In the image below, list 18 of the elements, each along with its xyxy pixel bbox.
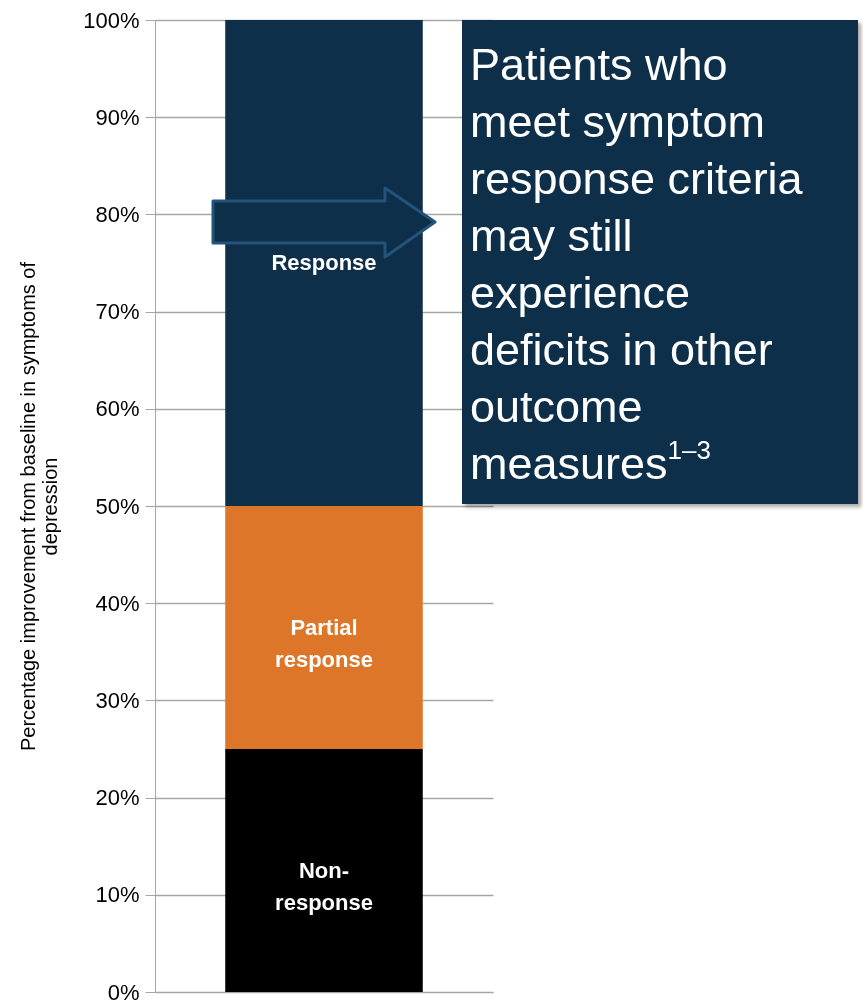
bar [225,506,423,749]
y-tick-label: 10% [95,882,140,908]
y-tick-label: 20% [95,785,140,811]
bar [225,749,423,992]
series-label: Non-response [275,857,373,915]
y-tick-label: 50% [95,493,140,519]
y-tick-label: 40% [95,590,140,616]
y-tick-label: 100% [83,7,140,33]
series-label: Response [271,250,377,275]
y-tick-label: 60% [95,396,140,422]
y-axis-title: Percentage improvement from baseline in symptoms of depression [17,261,62,752]
y-tick-label: 80% [95,201,140,227]
y-tick-label: 0% [107,979,140,1001]
y-tick-label: 30% [95,687,140,713]
y-tick-label: 70% [95,299,140,325]
y-tick-label: 90% [95,104,140,130]
series-label: Partial response [275,614,373,672]
text: Patients who meet symptom response criteria may still experience deficits in other outcome measures$^{1–3}$ [470,39,803,489]
